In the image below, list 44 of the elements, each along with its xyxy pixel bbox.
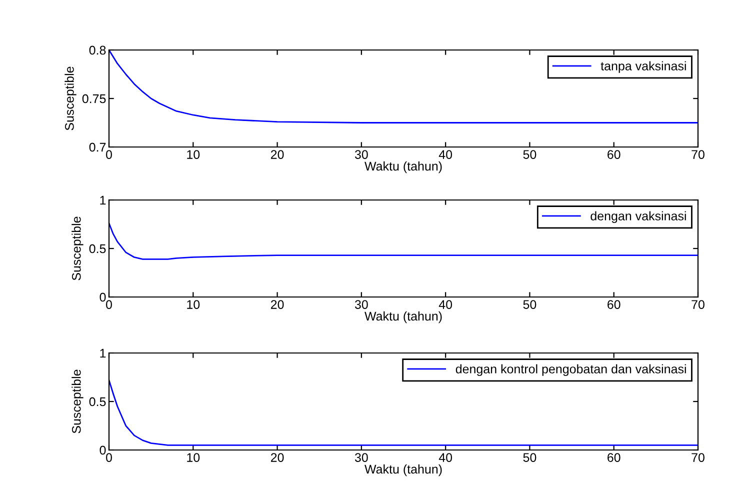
- x-tick-label: 0: [106, 300, 112, 309]
- x-axis-title: Waktu (tahun): [364, 161, 442, 174]
- y-tick-label: 0.75: [82, 94, 106, 104]
- x-tick-label: 0: [106, 150, 112, 159]
- y-axis-title: Susceptible: [64, 66, 76, 130]
- y-axis-title: Susceptible: [72, 370, 84, 434]
- y-tick-label: 0: [100, 292, 106, 302]
- y-tick-label: 0.7: [89, 142, 106, 152]
- x-tick-label: 40: [438, 150, 452, 159]
- x-tick-label: 60: [608, 150, 620, 159]
- line-series: [109, 379, 698, 446]
- x-tick-label: 50: [523, 150, 536, 159]
- legend-label: dengan kontrol pengobatan dan vaksinasi: [456, 364, 686, 376]
- x-tick-label: 50: [523, 453, 536, 462]
- x-tick-label: 0: [106, 453, 112, 462]
- legend-label: dengan vaksinasi: [590, 211, 686, 223]
- y-tick-label: 0: [100, 446, 106, 455]
- y-tick-label: 0.8: [89, 46, 106, 55]
- x-tick-label: 30: [354, 150, 368, 159]
- x-tick-label: 40: [438, 300, 452, 309]
- x-axis-title: Waktu (tahun): [364, 464, 442, 476]
- x-tick-label: 40: [438, 453, 452, 462]
- x-axis-title: Waktu (tahun): [364, 311, 442, 324]
- x-tick-label: 20: [270, 300, 284, 309]
- x-tick-label: 50: [523, 300, 536, 309]
- x-tick-label: 30: [354, 453, 368, 462]
- x-tick-label: 60: [608, 300, 620, 309]
- x-tick-label: 70: [692, 453, 704, 462]
- y-tick-label: 0.5: [89, 397, 106, 406]
- legend-label: tanpa vaksinasi: [600, 61, 686, 73]
- x-tick-label: 20: [270, 150, 284, 159]
- x-tick-label: 30: [354, 300, 368, 309]
- y-axis-title: Susceptible: [72, 216, 84, 280]
- x-tick-label: 60: [608, 453, 620, 462]
- y-tick-label: 1: [100, 196, 106, 205]
- x-tick-label: 70: [692, 150, 704, 159]
- x-tick-label: 10: [187, 453, 200, 462]
- x-tick-label: 10: [187, 150, 200, 159]
- x-tick-label: 20: [270, 453, 284, 462]
- line-series: [109, 222, 698, 260]
- x-tick-label: 10: [187, 300, 200, 309]
- y-tick-label: 1: [100, 348, 106, 358]
- y-tick-label: 0.5: [89, 244, 106, 254]
- x-tick-label: 70: [692, 300, 704, 309]
